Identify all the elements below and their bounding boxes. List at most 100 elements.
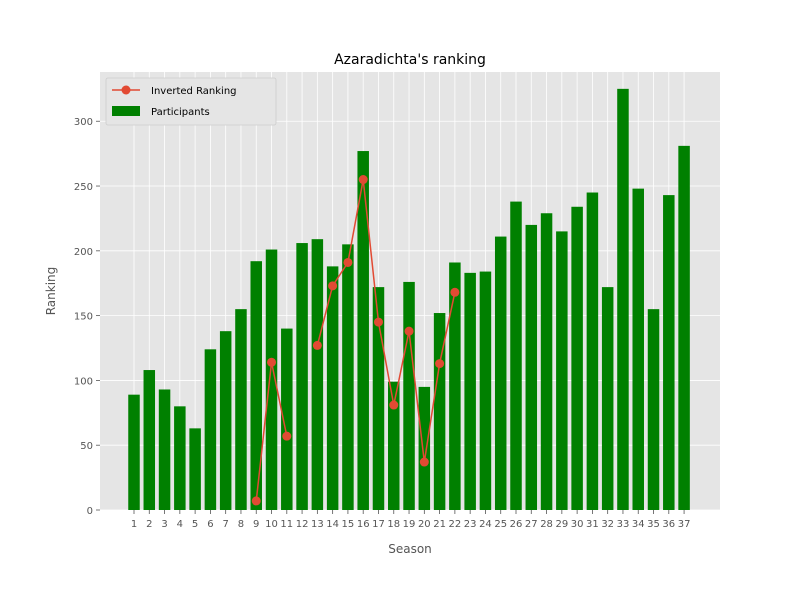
bar-season-25: [494, 236, 507, 510]
x-axis-label: Season: [388, 542, 432, 556]
x-tick-label: 36: [662, 519, 675, 530]
bar-season-14: [326, 266, 339, 510]
x-tick-label: 29: [555, 519, 568, 530]
bar-season-21: [433, 313, 446, 510]
bar-season-32: [601, 287, 614, 510]
x-tick-label: 34: [632, 519, 645, 530]
bar-season-35: [647, 309, 660, 510]
x-tick-label: 4: [177, 519, 183, 530]
bar-season-20: [418, 386, 431, 510]
x-tick-label: 31: [586, 519, 599, 530]
bar-season-7: [219, 331, 232, 510]
bar-season-13: [311, 239, 324, 510]
x-tick-label: 3: [161, 519, 167, 530]
x-tick-label: 28: [540, 519, 553, 530]
legend-box: [105, 77, 277, 126]
x-tick-label: 13: [311, 519, 324, 530]
legend: Inverted Ranking Participants: [105, 77, 277, 126]
bar-season-10: [265, 249, 278, 511]
x-tick-label: 33: [617, 519, 630, 530]
y-tick-label: 100: [74, 376, 93, 387]
bar-season-30: [571, 206, 583, 510]
x-axis-ticks: 1 2 3 4 5 6 7 8 9 10 11 12 13 14 15 16 17 18 19 20 21 22 23 24 2…: [131, 510, 691, 530]
inverted-ranking-point-season-15: [343, 257, 353, 267]
bar-season-4: [174, 406, 186, 510]
legend-marker-swatch: [121, 85, 131, 95]
x-tick-label: 30: [571, 519, 584, 530]
y-tick-label: 150: [74, 312, 93, 323]
y-tick-label: 300: [74, 117, 93, 128]
x-tick-label: 5: [192, 519, 198, 530]
bar-season-16: [357, 151, 369, 510]
inverted-ranking-point-season-11: [282, 431, 292, 441]
x-tick-label: 16: [357, 519, 370, 530]
x-tick-label: 14: [326, 519, 339, 530]
x-tick-label: 10: [265, 519, 278, 530]
x-tick-label: 2: [146, 519, 152, 530]
bar-season-5: [189, 428, 201, 510]
legend-bar-swatch: [112, 106, 140, 116]
bar-season-31: [586, 192, 599, 511]
x-tick-label: 18: [387, 519, 400, 530]
bar-season-8: [235, 309, 247, 510]
bar-season-24: [479, 271, 492, 510]
inverted-ranking-point-season-10: [267, 357, 277, 367]
inverted-ranking-point-season-14: [328, 281, 338, 291]
inverted-ranking-line: [251, 175, 460, 506]
bar-season-27: [525, 224, 538, 510]
bar-season-18: [388, 381, 400, 510]
bar-season-17: [372, 287, 385, 510]
x-tick-label: 12: [296, 519, 309, 530]
inverted-ranking-point-season-13: [312, 340, 322, 350]
bar-season-26: [510, 201, 522, 510]
y-axis-ticks: 0 50 100 150 200 250 300: [74, 117, 100, 517]
inverted-ranking-point-season-17: [373, 317, 383, 327]
x-tick-label: 6: [207, 519, 213, 530]
inverted-ranking-point-season-19: [404, 326, 414, 336]
y-tick-label: 250: [74, 182, 93, 193]
inverted-ranking-point-season-20: [419, 457, 429, 467]
x-tick-label: 23: [464, 519, 477, 530]
y-tick-label: 50: [80, 441, 93, 452]
x-tick-label: 37: [678, 519, 691, 530]
x-tick-label: 11: [280, 519, 293, 530]
bar-season-15: [342, 244, 354, 510]
bar-season-34: [632, 188, 644, 511]
x-tick-label: 7: [222, 519, 228, 530]
inverted-ranking-point-season-16: [358, 175, 368, 185]
bar-season-1: [128, 394, 140, 510]
legend-label-participants: Participants: [151, 107, 210, 118]
bar-season-11: [281, 328, 293, 510]
x-tick-label: 21: [433, 519, 446, 530]
bar-season-33: [617, 88, 629, 510]
bar-season-28: [540, 213, 553, 510]
x-tick-label: 22: [449, 519, 462, 530]
x-tick-label: 26: [510, 519, 523, 530]
legend-label-inverted-ranking: Inverted Ranking: [151, 86, 237, 97]
inverted-ranking-point-season-21: [435, 359, 445, 369]
x-tick-label: 8: [238, 519, 244, 530]
bar-season-37: [678, 145, 690, 511]
y-tick-label: 200: [74, 247, 93, 258]
x-tick-label: 15: [342, 519, 355, 530]
bar-season-3: [158, 389, 171, 510]
inverted-ranking-segment: [316, 179, 456, 463]
bar-season-6: [204, 349, 217, 510]
bar-season-36: [663, 195, 675, 510]
x-tick-label: 1: [131, 519, 137, 530]
y-tick-label: 0: [87, 506, 93, 517]
inverted-ranking-point-season-9: [251, 496, 261, 506]
bar-season-29: [556, 231, 568, 510]
inverted-ranking-point-season-22: [450, 287, 460, 297]
bar-season-23: [464, 272, 476, 510]
x-tick-label: 19: [403, 519, 416, 530]
y-axis-label: Ranking: [44, 267, 58, 316]
bar-season-22: [449, 262, 461, 510]
x-tick-label: 24: [479, 519, 492, 530]
x-tick-label: 27: [525, 519, 538, 530]
bar-season-12: [296, 243, 308, 510]
bars: [128, 88, 690, 511]
inverted-ranking-point-season-18: [389, 400, 399, 410]
chart-title: Azaradichta's ranking: [334, 52, 486, 68]
